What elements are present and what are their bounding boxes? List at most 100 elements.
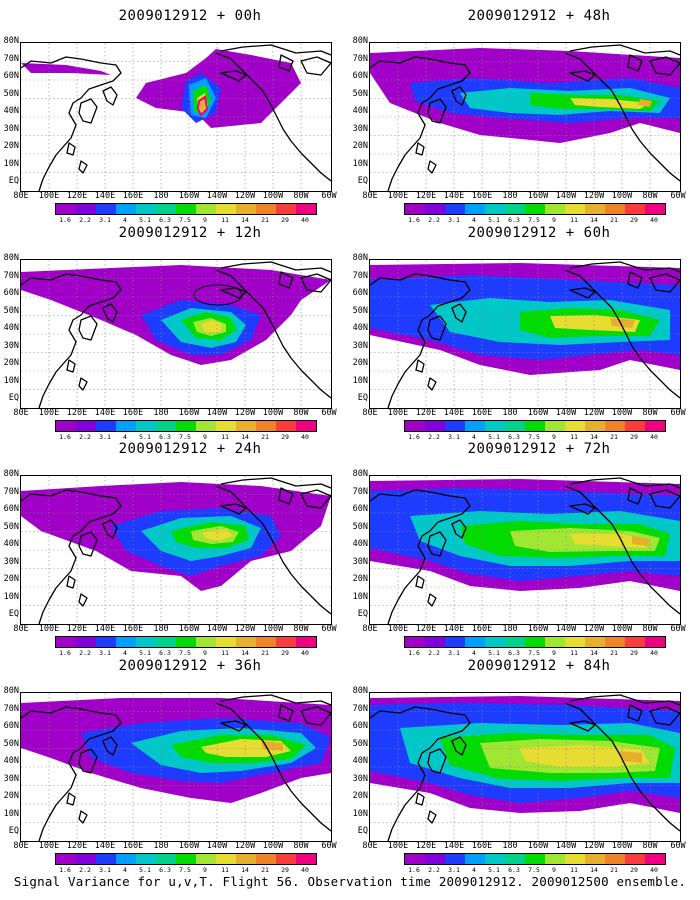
colorbar-swatch	[505, 637, 525, 647]
longitude-label: 180	[153, 624, 169, 634]
variance-contour	[199, 98, 205, 113]
colorbar-label: 3.1	[99, 216, 111, 224]
coastline	[78, 377, 88, 391]
colorbar-label: 14	[590, 649, 598, 657]
colorbar-swatch	[116, 421, 136, 431]
colorbar-label: 21	[610, 866, 618, 874]
variance-contour	[570, 534, 650, 548]
latitude-labels: 80N 70N 60N 50N 40N 30N 20N 10N EQ	[0, 686, 19, 840]
latitude-label: 70N	[352, 703, 368, 714]
map-plot-area	[369, 692, 681, 842]
colorbar-swatch	[136, 637, 156, 647]
colorbar-swatch	[605, 854, 625, 864]
coastline	[300, 706, 331, 726]
longitude-label: 180	[153, 408, 169, 418]
longitude-label: 80E	[362, 191, 378, 201]
longitude-label: 160E	[471, 841, 493, 851]
colorbar-swatch	[256, 421, 276, 431]
coastline	[427, 98, 447, 124]
colorbar-swatch	[216, 421, 236, 431]
colorbar-label: 4	[123, 866, 127, 874]
map-plot-area	[20, 42, 332, 192]
colorbar-label: 1.6	[408, 649, 420, 657]
coastline	[370, 56, 471, 191]
colorbar-label: 9	[203, 866, 207, 874]
variance-contour	[620, 751, 642, 763]
longitude-label: 120E	[66, 841, 88, 851]
colorbar-swatch	[116, 854, 136, 864]
colorbar-swatch	[565, 854, 585, 864]
longitude-label: 120W	[583, 624, 605, 634]
longitude-label: 100W	[262, 191, 284, 201]
colorbar-label: 29	[281, 433, 289, 441]
longitude-label: 100W	[611, 408, 633, 418]
latitude-label: 40N	[3, 539, 19, 549]
longitude-label: 140E	[94, 624, 116, 634]
longitude-label: 140W	[206, 408, 228, 418]
longitude-label: 100W	[262, 408, 284, 418]
latitude-labels: 80N 70N 60N 50N 40N 30N 20N 10N EQ	[0, 469, 19, 623]
colorbar-label: 7.5	[179, 866, 191, 874]
colorbar-label: 29	[630, 216, 638, 224]
longitude-label: 120E	[415, 841, 437, 851]
colorbar-swatch	[156, 854, 176, 864]
colorbar-swatch	[525, 854, 545, 864]
coastline	[220, 720, 247, 732]
coastline	[215, 702, 331, 832]
latitude-label: 20N	[3, 791, 19, 801]
coastline	[102, 86, 118, 106]
map-panel: 2009012912 + 12h 80N 70N 60N 50N 40N 30N 20N 10N…	[4, 225, 360, 441]
map-plot-area	[369, 42, 681, 192]
coastline	[300, 273, 331, 293]
colorbar-swatch	[565, 637, 585, 647]
map-plot-area	[20, 259, 332, 409]
colorbar-swatch	[545, 637, 565, 647]
coastline	[278, 487, 294, 505]
colorbar-labels: 1.6 2.2 3.1 4 5.1 6.3 7.5 9 11 14 21 29 40	[404, 216, 664, 224]
latitude-label: EQ	[8, 176, 19, 186]
colorbar-label: 4	[123, 649, 127, 657]
longitude-label: 140W	[555, 408, 577, 418]
colorbar-swatch	[256, 204, 276, 214]
colorbar-label: 2.2	[428, 649, 440, 657]
colorbar-labels: 1.6 2.2 3.1 4 5.1 6.3 7.5 9 11 14 21 29 40	[55, 433, 315, 441]
latitude-label: 80N	[352, 686, 368, 696]
latitude-label: 30N	[352, 556, 368, 567]
colorbar-swatch	[176, 854, 196, 864]
coastline	[451, 519, 467, 539]
coastline	[215, 52, 331, 182]
colorbar-label: 6.3	[159, 866, 171, 874]
longitude-label: 120W	[234, 841, 256, 851]
flight-track-contour	[196, 95, 209, 117]
colorbar-swatch	[156, 204, 176, 214]
longitude-labels: 80E 100E 120E 140E 160E 180 160W 140W 120W 100W 80…	[362, 191, 699, 201]
longitude-label: 60W	[670, 624, 686, 634]
colorbar-swatch	[405, 637, 425, 647]
colorbar-label: 5.1	[488, 649, 500, 657]
colorbar-swatch	[605, 204, 625, 214]
latitude-label: 60N	[352, 721, 368, 731]
colorbar-label: 14	[590, 433, 598, 441]
latitude-label: 20N	[352, 791, 368, 801]
longitude-label: 160E	[122, 408, 144, 418]
coastline	[427, 377, 437, 391]
colorbar-label: 29	[281, 216, 289, 224]
colorbar-label: 1.6	[59, 649, 71, 657]
longitude-label: 60W	[670, 408, 686, 418]
latitude-labels: 80N 70N 60N 50N 40N 30N 20N 10N EQ	[0, 36, 19, 190]
colorbar-label: 21	[261, 649, 269, 657]
latitude-labels: 80N 70N 60N 50N 40N 30N 20N 10N EQ	[349, 36, 368, 190]
colorbar-label: 29	[630, 433, 638, 441]
colorbar-swatch	[296, 421, 316, 431]
longitude-label: 160E	[471, 191, 493, 201]
colorbar-swatch	[296, 854, 316, 864]
colorbar-swatch	[425, 637, 445, 647]
variance-contour	[610, 318, 635, 328]
longitude-labels: 80E 100E 120E 140E 160E 180 160W 140W 120W 100W 80…	[13, 624, 350, 634]
latitude-label: 10N	[352, 158, 368, 169]
longitude-label: 100E	[38, 408, 60, 418]
latitude-label: 40N	[352, 323, 368, 333]
latitude-label: 10N	[3, 375, 19, 386]
longitude-label: 60W	[670, 191, 686, 201]
colorbar-swatch	[56, 421, 76, 431]
